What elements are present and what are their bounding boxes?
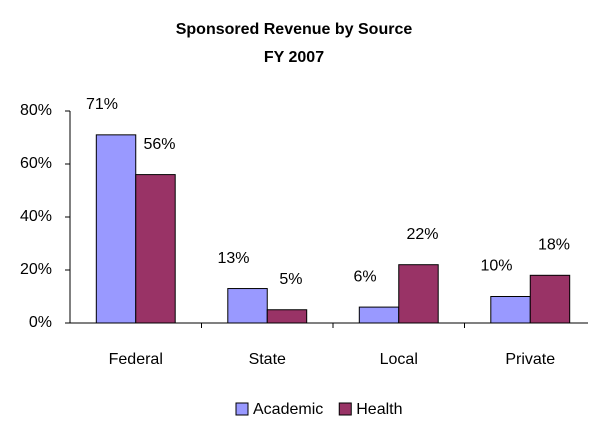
chart-title: Sponsored Revenue by Source xyxy=(176,21,413,38)
bar xyxy=(358,306,400,324)
legend-label: Health xyxy=(356,401,402,418)
bar xyxy=(490,296,531,324)
y-tick-label: 20% xyxy=(20,261,52,278)
x-tick-label: Private xyxy=(505,351,555,368)
value-label: 22% xyxy=(406,226,438,243)
value-label: 13% xyxy=(218,250,250,267)
y-tick-label: 80% xyxy=(20,102,52,119)
value-label: 71% xyxy=(86,96,118,113)
bar xyxy=(398,264,439,324)
value-label: 56% xyxy=(143,136,175,153)
bar xyxy=(95,134,137,324)
bar xyxy=(135,174,176,324)
x-tick-label: State xyxy=(249,351,286,368)
legend-swatch xyxy=(235,402,249,416)
bar xyxy=(227,288,268,324)
value-label: 10% xyxy=(481,258,513,275)
value-label: 18% xyxy=(538,237,570,254)
x-tick-label: Local xyxy=(380,351,418,368)
legend-swatch xyxy=(338,402,352,416)
value-label: 6% xyxy=(353,268,376,285)
legend-label: Academic xyxy=(253,401,323,418)
x-tick-label: Federal xyxy=(109,351,163,368)
y-tick-label: 60% xyxy=(20,155,52,172)
chart-subtitle: FY 2007 xyxy=(264,49,324,66)
y-tick-label: 0% xyxy=(29,314,52,331)
value-label: 5% xyxy=(279,271,302,288)
bar xyxy=(266,309,308,324)
y-tick-label: 40% xyxy=(20,208,52,225)
bar xyxy=(529,274,571,324)
